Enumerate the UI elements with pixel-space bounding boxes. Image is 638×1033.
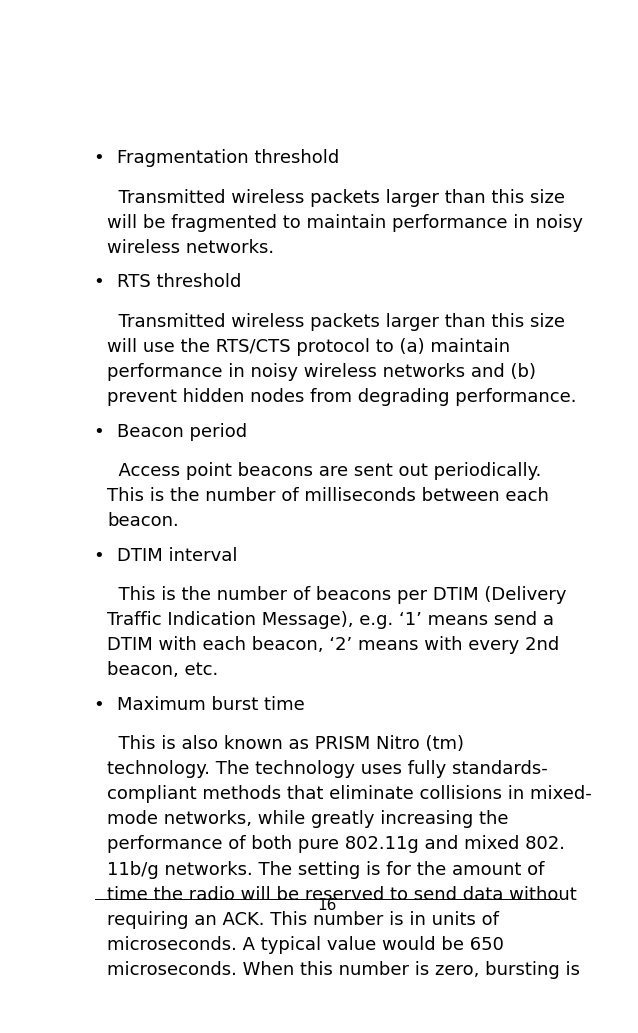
Text: will use the RTS/CTS protocol to (a) maintain: will use the RTS/CTS protocol to (a) mai… [107,338,510,356]
Text: beacon, etc.: beacon, etc. [107,661,218,680]
Text: Transmitted wireless packets larger than this size: Transmitted wireless packets larger than… [107,313,565,331]
Text: This is also known as PRISM Nitro (tm): This is also known as PRISM Nitro (tm) [107,735,464,753]
Text: •: • [93,150,104,167]
Text: Beacon period: Beacon period [117,422,247,441]
Text: prevent hidden nodes from degrading performance.: prevent hidden nodes from degrading perf… [107,388,577,406]
Text: beacon.: beacon. [107,512,179,530]
Text: will be fragmented to maintain performance in noisy: will be fragmented to maintain performan… [107,214,583,231]
Text: Traffic Indication Message), e.g. ‘1’ means send a: Traffic Indication Message), e.g. ‘1’ me… [107,612,554,629]
Text: Transmitted wireless packets larger than this size: Transmitted wireless packets larger than… [107,189,565,207]
Text: •: • [93,696,104,714]
Text: This is the number of milliseconds between each: This is the number of milliseconds betwe… [107,488,549,505]
Text: microseconds. When this number is zero, bursting is: microseconds. When this number is zero, … [107,961,580,978]
Text: performance in noisy wireless networks and (b): performance in noisy wireless networks a… [107,363,536,381]
Text: •: • [93,274,104,291]
Text: requiring an ACK. This number is in units of: requiring an ACK. This number is in unit… [107,911,499,929]
Text: Access point beacons are sent out periodically.: Access point beacons are sent out period… [107,462,541,480]
Text: microseconds. A typical value would be 650: microseconds. A typical value would be 6… [107,936,504,953]
Text: •: • [93,546,104,565]
Text: wireless networks.: wireless networks. [107,239,274,257]
Text: compliant methods that eliminate collisions in mixed-: compliant methods that eliminate collisi… [107,785,591,804]
Text: Maximum burst time: Maximum burst time [117,696,304,714]
Text: DTIM interval: DTIM interval [117,546,237,565]
Text: mode networks, while greatly increasing the: mode networks, while greatly increasing … [107,811,508,828]
Text: 11b/g networks. The setting is for the amount of: 11b/g networks. The setting is for the a… [107,860,544,878]
Text: time the radio will be reserved to send data without: time the radio will be reserved to send … [107,885,577,904]
Text: RTS threshold: RTS threshold [117,274,241,291]
Text: This is the number of beacons per DTIM (Delivery: This is the number of beacons per DTIM (… [107,586,567,604]
Text: performance of both pure 802.11g and mixed 802.: performance of both pure 802.11g and mix… [107,836,565,853]
Text: 16: 16 [317,898,337,913]
Text: technology. The technology uses fully standards-: technology. The technology uses fully st… [107,760,547,778]
Text: DTIM with each beacon, ‘2’ means with every 2nd: DTIM with each beacon, ‘2’ means with ev… [107,636,559,654]
Text: •: • [93,422,104,441]
Text: Fragmentation threshold: Fragmentation threshold [117,150,339,167]
